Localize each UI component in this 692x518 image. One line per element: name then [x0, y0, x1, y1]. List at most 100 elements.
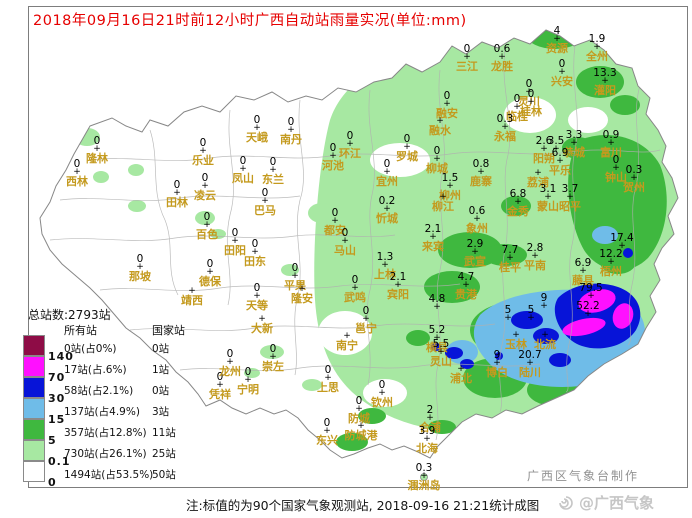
station-marker-icon: +	[540, 144, 548, 155]
station-value: 17.4	[610, 231, 634, 244]
station-name: 资源	[546, 42, 568, 55]
station-marker-icon: +	[251, 247, 259, 258]
station-name: 天峨	[246, 131, 268, 144]
station-name: 桂平	[499, 261, 521, 274]
station-value: 6.9	[551, 146, 569, 159]
station-name: 凤山	[232, 172, 254, 185]
station-value: 0	[463, 42, 471, 55]
station-value: 79.5	[579, 281, 603, 294]
station-name: 柳州	[439, 189, 461, 202]
station-name: 百色	[196, 228, 218, 241]
station-marker-icon: +	[420, 471, 428, 482]
station-marker-icon: +	[433, 333, 441, 344]
station-name: 来宾	[422, 240, 444, 253]
station-marker-icon: +	[351, 283, 359, 294]
station-name: 灵川	[518, 95, 540, 108]
station-name: 武鸣	[344, 291, 366, 304]
station-value: 5.2	[428, 323, 446, 336]
station-name: 南宁	[336, 339, 358, 352]
legend-threshold-tick: 30	[48, 392, 66, 405]
station-marker-icon: +	[531, 251, 539, 262]
station-name: 田林	[166, 196, 188, 209]
station-name: 武宣	[464, 255, 486, 268]
station-marker-icon: +	[579, 266, 587, 277]
station-name: 永福	[494, 130, 516, 143]
station-value: 52.2	[576, 299, 600, 312]
station-value: 2.8	[526, 241, 544, 254]
station-value: 0	[253, 113, 261, 126]
station-marker-icon: +	[231, 236, 239, 247]
station-name: 东兰	[262, 173, 284, 186]
station-marker-icon: +	[504, 313, 512, 324]
station-name: 恭城	[563, 146, 585, 159]
station-marker-icon: +	[253, 123, 261, 134]
station-marker-icon: +	[378, 388, 386, 399]
station-value: 2.6	[535, 134, 553, 147]
station-name: 靖西	[181, 294, 203, 307]
station-marker-icon: +	[477, 167, 485, 178]
station-value: 2	[426, 403, 434, 416]
station-value: 0	[239, 154, 247, 167]
province-boundary	[39, 29, 679, 459]
station-value: 0	[173, 178, 181, 191]
station-marker-icon: +	[540, 301, 548, 312]
station-name: 灵山	[430, 355, 452, 368]
station-marker-icon: +	[201, 181, 209, 192]
station-marker-icon: +	[355, 404, 363, 415]
station-name: 钟山	[605, 171, 627, 184]
station-marker-icon: +	[426, 413, 434, 424]
station-name: 昭平	[559, 200, 581, 213]
station-name: 融水	[429, 124, 451, 137]
station-value: 0	[261, 186, 269, 199]
station-name: 巴马	[254, 204, 276, 217]
station-name: 田阳	[224, 244, 246, 257]
station-marker-icon: +	[493, 358, 501, 369]
station-name: 象州	[466, 222, 488, 235]
station-marker-icon: +	[462, 280, 470, 291]
legend-threshold-tick: 0	[48, 476, 57, 489]
station-value: 4	[553, 24, 561, 37]
station-name: 融安	[436, 107, 458, 120]
station-marker-icon: +	[526, 358, 534, 369]
station-value: 0.3	[415, 461, 433, 474]
station-marker-icon: +	[584, 309, 592, 320]
station-name: 阳朔	[533, 152, 555, 165]
station-name: 陆川	[519, 366, 541, 379]
station-name: 荔浦	[527, 176, 549, 189]
legend-threshold-tick: 0.1	[48, 455, 71, 468]
station-value: 0	[331, 206, 339, 219]
station-marker-icon: +	[437, 347, 445, 358]
station-value: 0	[203, 210, 211, 223]
station-marker-icon: +	[473, 214, 481, 225]
station-value: 12.2	[599, 247, 623, 260]
station-marker-icon: +	[73, 167, 81, 178]
station-value: 0	[346, 129, 354, 142]
station-name: 防城	[348, 412, 370, 425]
station-marker-icon: +	[514, 197, 522, 208]
station-name: 平南	[524, 259, 546, 272]
station-value: 0	[443, 89, 451, 102]
station-marker-icon: +	[552, 144, 560, 155]
station-marker-icon: +	[341, 236, 349, 247]
station-name: 贺州	[623, 181, 645, 194]
station-name: 德保	[199, 275, 221, 288]
station-marker-icon: +	[587, 291, 595, 302]
station-name: 上思	[317, 381, 339, 394]
station-marker-icon: +	[433, 302, 441, 313]
station-value: 0	[612, 153, 620, 166]
station-value: 0	[351, 273, 359, 286]
station-marker-icon: +	[544, 192, 552, 203]
station-name: 灌阳	[594, 84, 616, 97]
rainfall-shading-layer	[49, 30, 678, 451]
station-name: 贵港	[455, 288, 477, 301]
station-value: 0	[513, 92, 521, 105]
station-marker-icon: +	[570, 138, 578, 149]
station-name: 凭祥	[209, 388, 231, 401]
station-name: 北海	[416, 442, 438, 455]
station-value: 0.6	[493, 42, 511, 55]
station-marker-icon: +	[541, 330, 549, 341]
station-value: 0	[362, 304, 370, 317]
legend-threshold-tick: 70	[48, 371, 66, 384]
